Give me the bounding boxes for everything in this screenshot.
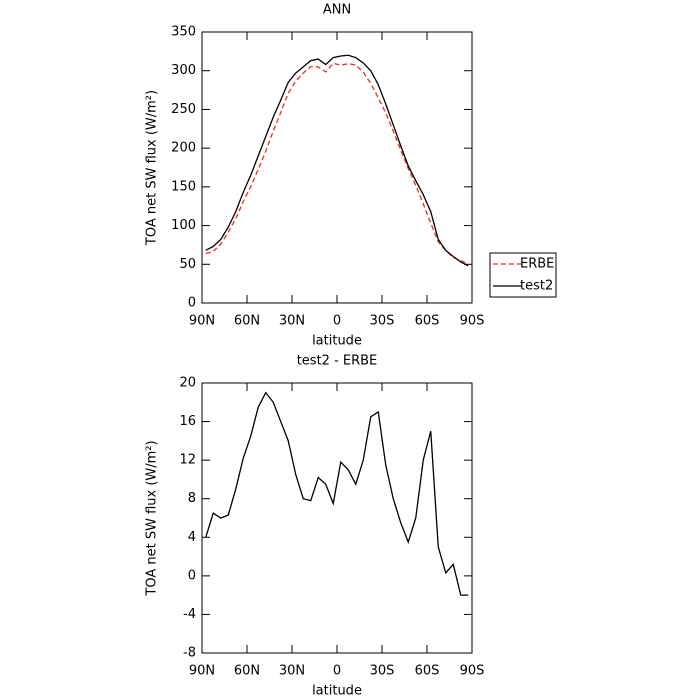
y-tick-label: 350 <box>171 25 196 40</box>
x-tick-label: 0 <box>333 664 341 679</box>
x-tick-label: 0 <box>333 314 341 329</box>
y-tick-label: 250 <box>171 102 196 117</box>
chart-title: ANN <box>323 3 351 18</box>
x-tick-label: 30S <box>370 664 395 679</box>
y-tick-label: 20 <box>179 376 196 391</box>
y-tick-label: 150 <box>171 179 196 194</box>
x-axis-label: latitude <box>312 684 362 699</box>
data-line <box>205 54 469 267</box>
x-tick-label: 90N <box>189 314 215 329</box>
y-tick-label: 16 <box>179 414 196 429</box>
legend-label: test2 <box>520 279 553 294</box>
y-axis-label: TOA net SW flux (W/m²) <box>145 90 160 246</box>
data-line <box>205 391 469 596</box>
legend-label: ERBE <box>520 257 554 272</box>
x-tick-label: 60S <box>415 314 440 329</box>
y-tick-label: 100 <box>171 218 196 233</box>
y-tick-label: 50 <box>179 257 196 272</box>
y-tick-label: 0 <box>188 568 196 583</box>
y-tick-label: -4 <box>183 607 196 622</box>
x-tick-label: 90S <box>460 314 485 329</box>
y-tick-label: 300 <box>171 63 196 78</box>
y-tick-label: -8 <box>183 646 196 661</box>
plot-frame <box>201 382 473 654</box>
y-axis-label: TOA net SW flux (W/m²) <box>145 440 160 596</box>
x-tick-label: 60N <box>234 664 260 679</box>
chart-title: test2 - ERBE <box>297 354 378 369</box>
x-axis-label: latitude <box>312 334 362 349</box>
x-tick-label: 60S <box>415 664 440 679</box>
x-tick-label: 30N <box>279 664 305 679</box>
y-tick-label: 200 <box>171 141 196 156</box>
data-line <box>205 62 469 265</box>
x-tick-label: 90S <box>460 664 485 679</box>
y-tick-label: 0 <box>188 296 196 311</box>
y-tick-label: 4 <box>188 530 196 545</box>
x-tick-label: 90N <box>189 664 215 679</box>
x-tick-label: 60N <box>234 314 260 329</box>
plot-frame <box>201 31 473 304</box>
x-tick-label: 30N <box>279 314 305 329</box>
legend-box <box>489 252 557 298</box>
y-tick-label: 8 <box>188 491 196 506</box>
y-tick-label: 12 <box>179 453 196 468</box>
x-tick-label: 30S <box>370 314 395 329</box>
